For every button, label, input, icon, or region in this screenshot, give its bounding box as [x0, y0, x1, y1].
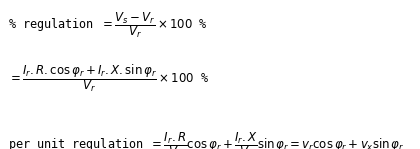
Text: per unit regulation $=\dfrac{I_r.R}{V_r}\cos\varphi_r + \dfrac{I_r.X}{V_r}\sin\v: per unit regulation $=\dfrac{I_r.R}{V_r}…: [8, 130, 405, 149]
Text: % regulation $=\dfrac{V_s - V_r}{V_r}\times 100$ %: % regulation $=\dfrac{V_s - V_r}{V_r}\ti…: [8, 10, 208, 40]
Text: $=\dfrac{I_r.R.\cos\varphi_r + I_r.X.\sin\varphi_r}{V_r}\times 100$ %: $=\dfrac{I_r.R.\cos\varphi_r + I_r.X.\si…: [8, 63, 210, 94]
